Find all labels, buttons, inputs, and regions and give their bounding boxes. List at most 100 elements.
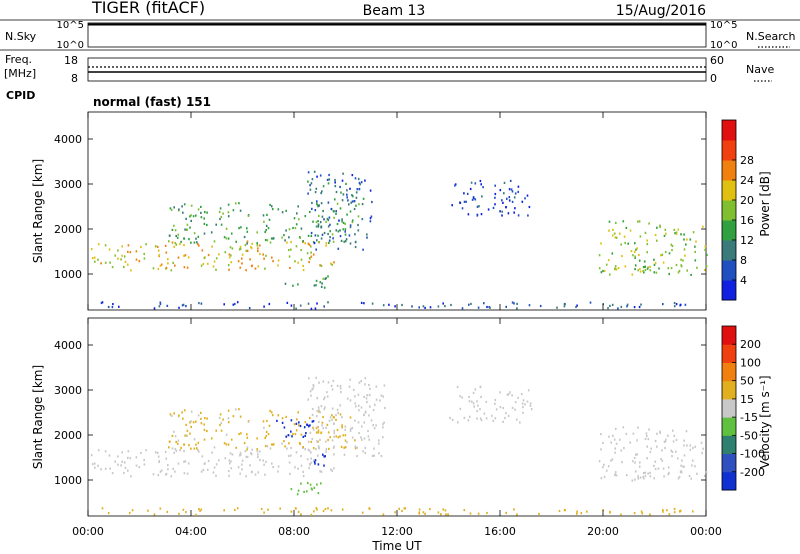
echo-cell — [360, 181, 363, 184]
echo-cell — [331, 414, 333, 417]
echo-cell — [679, 470, 682, 474]
echo-cell — [124, 260, 127, 263]
echo-cell — [318, 214, 320, 217]
echo-cell — [289, 266, 291, 269]
echo-cell — [672, 429, 674, 432]
echo-cell — [235, 408, 237, 411]
freq-tick-top: 18 — [64, 54, 78, 67]
echo-cell — [670, 243, 673, 246]
echo-cell — [239, 245, 242, 248]
echo-cell — [311, 201, 313, 205]
nave-label: Nave — [746, 63, 774, 76]
echo-cell — [358, 203, 360, 206]
echo-cell — [631, 479, 634, 482]
echo-cell — [340, 445, 343, 448]
echo-cell — [256, 448, 258, 451]
echo-cell — [127, 469, 129, 472]
echo-cell — [394, 511, 396, 514]
echo-cell — [245, 475, 247, 478]
echo-cell — [283, 426, 286, 429]
echo-cell — [174, 447, 177, 451]
echo-cell — [360, 380, 362, 383]
echo-cell — [281, 442, 283, 445]
echo-cell — [269, 447, 272, 450]
echo-cell — [304, 421, 307, 424]
echo-cell — [297, 205, 299, 208]
echo-cell — [250, 246, 252, 249]
echo-cell — [320, 432, 322, 435]
echo-cell — [346, 193, 348, 196]
echo-cell — [678, 269, 681, 273]
echo-cell — [304, 215, 307, 218]
echo-cell — [339, 235, 342, 238]
echo-cell — [174, 435, 177, 438]
echo-cell — [341, 426, 343, 429]
echo-cell — [369, 189, 372, 192]
echo-cell — [259, 252, 261, 256]
echo-cell — [473, 405, 475, 408]
echo-cell — [284, 445, 286, 448]
echo-cell — [288, 228, 291, 231]
echo-cell — [131, 509, 134, 512]
echo-cell — [666, 509, 668, 512]
echo-cell — [401, 303, 403, 307]
echo-cell — [694, 259, 697, 262]
echo-cell — [138, 466, 141, 469]
echo-cell — [129, 457, 132, 460]
echo-cell — [227, 421, 230, 424]
echo-cell — [257, 247, 259, 250]
echo-cell — [356, 188, 359, 191]
echo-cell — [356, 446, 358, 449]
echo-cell — [349, 416, 352, 419]
echo-cell — [200, 216, 203, 219]
echo-cell — [327, 431, 330, 434]
echo-cell — [316, 508, 318, 511]
echo-cell — [246, 249, 249, 252]
echo-cell — [171, 447, 174, 450]
echo-cell — [326, 395, 329, 398]
echo-cell — [702, 447, 704, 450]
echo-cell — [170, 208, 173, 211]
echo-cell — [483, 412, 486, 415]
echo-cell — [262, 420, 265, 423]
echo-cell — [632, 432, 635, 435]
echo-cell — [190, 219, 192, 222]
echo-cell — [168, 446, 170, 449]
echo-cell — [324, 277, 327, 280]
echo-cell — [213, 240, 216, 243]
echo-cell — [368, 414, 370, 417]
echo-cell — [367, 435, 370, 438]
echo-cell — [210, 231, 213, 234]
echo-cell — [310, 245, 312, 248]
echo-cell — [218, 459, 220, 462]
echo-cell — [634, 268, 636, 271]
beam-title: Beam 13 — [363, 3, 426, 19]
echo-cell — [313, 284, 316, 287]
echo-cell — [398, 507, 400, 510]
echo-cell — [118, 305, 120, 308]
echo-cell — [317, 406, 320, 409]
echo-cell — [632, 254, 634, 257]
echo-cell — [117, 463, 119, 466]
echo-cell — [290, 488, 293, 491]
echo-cell — [238, 248, 241, 251]
echo-cell — [690, 477, 692, 480]
echo-cell — [522, 399, 525, 402]
echo-cell — [680, 464, 682, 467]
echo-cell — [485, 400, 488, 403]
echo-cell — [613, 438, 616, 441]
echo-cell — [382, 395, 384, 398]
echo-cell — [169, 207, 172, 210]
echo-cell — [313, 510, 315, 513]
echo-cell — [319, 438, 321, 441]
echo-cell — [477, 512, 480, 515]
echo-cell — [178, 208, 180, 211]
echo-cell — [256, 437, 258, 440]
echo-cell — [182, 303, 185, 306]
echo-cell — [322, 415, 324, 419]
echo-cell — [331, 407, 334, 410]
echo-cell — [127, 456, 129, 459]
echo-cell — [683, 233, 685, 236]
echo-cell — [662, 467, 665, 470]
echo-cell — [682, 259, 684, 262]
